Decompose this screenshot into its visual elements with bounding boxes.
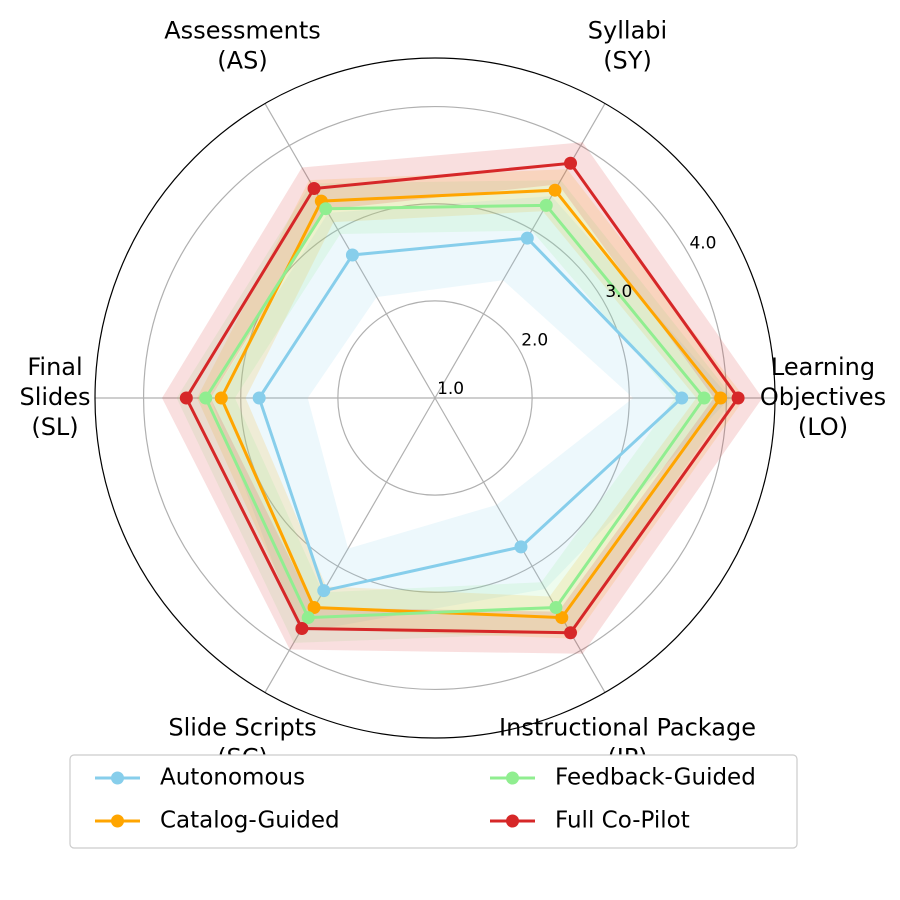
marker	[697, 391, 711, 405]
r-tick-label: 4.0	[689, 233, 716, 253]
r-tick-label: 3.0	[605, 282, 632, 302]
marker	[539, 198, 553, 212]
marker	[307, 182, 321, 196]
axis-label-line: Learning	[771, 353, 875, 381]
legend-box	[69, 754, 798, 849]
marker	[549, 600, 563, 614]
legend-marker	[111, 771, 124, 785]
legend-marker	[506, 814, 519, 828]
outer-frame	[94, 57, 776, 739]
spoke	[264, 397, 436, 693]
error-band	[197, 169, 745, 639]
marker	[307, 600, 321, 614]
marker	[564, 156, 578, 170]
axis-label-line: (LO)	[798, 413, 848, 441]
marker	[731, 391, 745, 405]
marker	[179, 391, 193, 405]
marker	[214, 391, 228, 405]
axis-label-line: Syllabi	[588, 17, 667, 45]
error-band	[210, 196, 731, 633]
axis-label: Final Slides (SL)	[19, 353, 90, 441]
marker	[295, 622, 309, 636]
axis-label-line: Objectives	[760, 383, 886, 411]
marker	[564, 626, 578, 640]
r-tick-label: 2.0	[521, 330, 548, 350]
marker	[317, 584, 331, 598]
axis-label-line: Final	[27, 353, 82, 381]
axis-label-line: Slide Scripts	[168, 713, 316, 741]
axis-label: Assessments (AS)	[164, 17, 320, 75]
legend-label: Catalog-Guided	[160, 808, 340, 834]
marker	[301, 611, 315, 625]
legend-label: Autonomous	[160, 765, 305, 791]
marker	[714, 391, 728, 405]
axis-label-line: (SL)	[31, 413, 78, 441]
marker	[548, 183, 562, 197]
legend-label: Full Co-Pilot	[555, 808, 690, 834]
marker	[514, 540, 528, 554]
error-band	[176, 180, 734, 643]
marker	[199, 391, 213, 405]
legend-marker	[506, 771, 519, 785]
marker	[345, 248, 359, 262]
marker	[555, 611, 569, 625]
r-tick-label: 1.0	[437, 379, 464, 399]
marker	[319, 202, 333, 216]
axis-label-line: (SY)	[603, 47, 652, 75]
axis-label-line: Instructional Package	[499, 713, 756, 741]
marker	[520, 231, 534, 245]
axis-label-line: (AS)	[217, 47, 267, 75]
axis-label: Syllabi (SY)	[588, 17, 667, 75]
legend-label: Feedback-Guided	[555, 765, 756, 791]
axis-label-line: Slides	[19, 383, 90, 411]
legend-marker	[111, 814, 124, 828]
axis-label: Learning Objectives (LO)	[760, 353, 886, 441]
marker	[252, 391, 266, 405]
marker	[675, 391, 689, 405]
spoke	[434, 103, 606, 399]
axis-label-line: Assessments	[164, 17, 320, 45]
